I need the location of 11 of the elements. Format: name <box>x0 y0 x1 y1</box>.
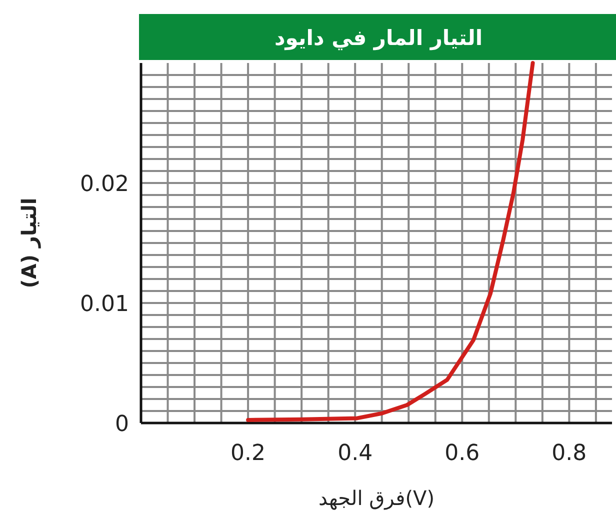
line-series <box>246 61 535 422</box>
y-tick-label: 0.02 <box>80 172 129 197</box>
chart-title: التيار المار في دايود <box>274 26 483 51</box>
x-axis-title: فرق الجهد(V) <box>318 486 435 510</box>
y-axis-title: التيار (A) <box>17 198 41 288</box>
x-tick-label: 0.4 <box>338 441 373 466</box>
y-tick-label: 0 <box>115 412 129 437</box>
x-tick-label: 0.2 <box>230 441 266 466</box>
y-tick-label: 0.01 <box>80 292 129 317</box>
x-tick-label: 0.8 <box>552 441 587 466</box>
x-tick-label: 0.6 <box>444 441 480 466</box>
